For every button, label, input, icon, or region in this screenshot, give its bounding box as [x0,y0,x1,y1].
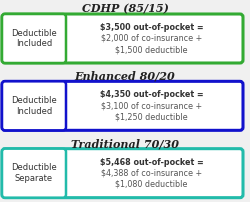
Text: $2,000 of co-insurance +: $2,000 of co-insurance + [101,34,202,43]
FancyBboxPatch shape [2,81,66,130]
FancyBboxPatch shape [2,14,66,63]
Text: $4,388 of co-insurance +: $4,388 of co-insurance + [101,169,202,178]
Text: $1,250 deductible: $1,250 deductible [115,112,188,121]
Text: $5,468 out-of-pocket =: $5,468 out-of-pocket = [100,158,204,167]
FancyBboxPatch shape [2,149,243,198]
Text: Deductible
Included: Deductible Included [11,96,57,116]
Text: $1,080 deductible: $1,080 deductible [115,180,188,189]
FancyBboxPatch shape [2,81,243,130]
Text: $4,350 out-of-pocket =: $4,350 out-of-pocket = [100,90,203,99]
FancyBboxPatch shape [2,149,66,198]
Text: Enhanced 80/20: Enhanced 80/20 [74,71,176,82]
Text: CDHP (85/15): CDHP (85/15) [82,3,168,15]
Text: $3,500 out-of-pocket =: $3,500 out-of-pocket = [100,23,203,32]
Text: Traditional 70/30: Traditional 70/30 [71,138,179,149]
Text: $3,100 of co-insurance +: $3,100 of co-insurance + [101,101,202,110]
Text: Deductible
Included: Deductible Included [11,29,57,48]
FancyBboxPatch shape [2,14,243,63]
Text: $1,500 deductible: $1,500 deductible [115,45,188,54]
Text: Deductible
Separate: Deductible Separate [11,163,57,183]
